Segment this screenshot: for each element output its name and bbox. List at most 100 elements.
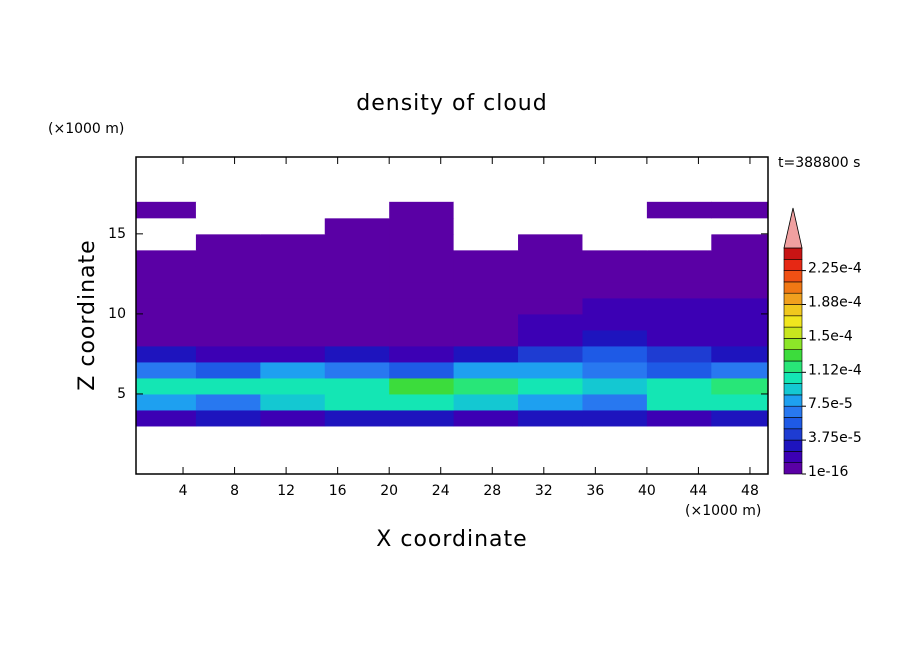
contour-cell [582,313,648,331]
contour-cell [711,361,768,379]
plot-frame [135,156,769,475]
contour-cell [646,393,712,411]
colorbar-band [783,428,803,441]
contour-cell [518,233,583,251]
contour-cell [453,377,519,395]
contour-cell [582,345,648,363]
y-tick-label: 10 [108,306,126,322]
contour-cell [711,249,768,267]
colorbar-band [783,247,803,260]
contour-cell [518,409,583,427]
contour-cell [389,393,455,411]
colorbar-band [783,371,803,384]
colorbar-band [783,349,803,362]
contour-cell [582,249,648,267]
contour-cell [646,201,712,219]
contour-cell [324,393,390,411]
contour-cell [136,281,197,299]
contour-cell [518,393,583,411]
contour-cell [518,281,583,299]
contour-cell [453,329,519,347]
colorbar-band [783,417,803,430]
contour-cell [389,265,455,283]
contour-cell [324,345,390,363]
contour-cell [646,297,712,315]
colorbar-band [783,462,803,475]
contour-cell [195,249,261,267]
contour-cell [389,361,455,379]
contour-cell [389,233,455,251]
contour-cell [136,265,197,283]
colorbar-band [783,304,803,317]
contour-cell [711,313,768,331]
contour-cell [389,249,455,267]
x-tick-label: 4 [179,483,188,499]
contour-cell [389,377,455,395]
contour-cell [453,249,519,267]
contour-cell [518,201,583,219]
contour-cell [195,233,261,251]
contour-cell [711,217,768,235]
colorbar-band [783,270,803,283]
contour-cell [582,377,648,395]
contour-cell [582,201,648,219]
colorbar-band [783,394,803,407]
x-tick-label: 24 [432,483,450,499]
contour-cell [518,361,583,379]
contour-cell [582,233,648,251]
colorbar-band [783,258,803,271]
contour-cell [453,233,519,251]
contour-cell [582,281,648,299]
contour-cell [389,345,455,363]
contour-cell [324,201,390,219]
contour-cell [582,265,648,283]
contour-cell [195,393,261,411]
contour-cell [518,345,583,363]
contour-cell [582,297,648,315]
contour-cell [646,329,712,347]
colorbar-band [783,292,803,305]
colorbar-band [783,439,803,452]
contour-cell [453,265,519,283]
contour-cell [136,249,197,267]
contour-cell [195,265,261,283]
contour-cell [260,345,326,363]
contour-cell [711,345,768,363]
contour-cell [389,297,455,315]
contour-cell [582,409,648,427]
y-tick-label: 15 [108,226,126,242]
contour-cell [260,249,326,267]
contour-cell [195,297,261,315]
contour-cell [646,265,712,283]
contour-cell [389,409,455,427]
contour-cell [195,201,261,219]
contour-cell [324,313,390,331]
x-tick-label: 12 [277,483,295,499]
contour-cell [389,281,455,299]
contour-cell [136,409,197,427]
colorbar-band [783,451,803,463]
contour-cell [324,249,390,267]
contour-cell [518,313,583,331]
contour-cell [711,265,768,283]
x-tick-label: 44 [690,483,708,499]
colorbar-label: 7.5e-5 [808,396,853,412]
colorbar-band [783,338,803,350]
contour-cell [136,377,197,395]
contour-cell [646,409,712,427]
contour-cell [389,217,455,235]
contour-cell [195,329,261,347]
contour-cell [195,377,261,395]
contour-cell [453,201,519,219]
colorbar-band [783,405,803,418]
contour-cell [136,393,197,411]
contour-cell [195,217,261,235]
contour-cell [711,393,768,411]
contour-cell [582,393,648,411]
contour-cell [389,313,455,331]
contour-cell [389,201,455,219]
contour-cell [453,409,519,427]
x-tick-label: 40 [638,483,656,499]
contour-cell [711,281,768,299]
contour-cell [711,297,768,315]
